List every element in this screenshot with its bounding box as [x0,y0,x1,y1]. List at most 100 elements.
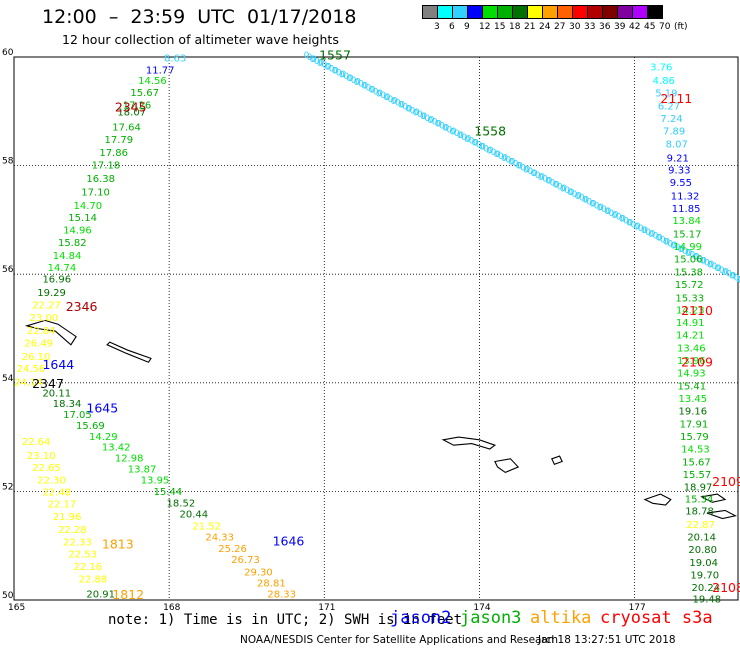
swath-mark: 0 [670,241,676,251]
wave-height-value: 22.84 [27,326,56,337]
swath-mark: 0 [427,116,433,126]
swath-mark: 0 [667,239,673,249]
wave-height-value: 20.80 [688,545,717,556]
swath-mark: 0 [619,215,625,225]
track-time-label: 2108 [712,580,740,595]
swath-mark: 0 [538,173,544,183]
scale-swatch [482,5,498,19]
swath-mark: 0 [653,232,659,242]
swath-mark: 0 [715,264,721,274]
swath-mark: 0 [398,101,404,111]
track-time-label: 1558 [474,124,506,139]
swath-mark: 0 [339,70,345,80]
swath-mark: 0 [304,51,310,61]
swath-mark: 0 [729,272,735,282]
track-labels: 2345 2346 2347 1644 1645 1646 1813 1812 2111 2110… [32,48,740,602]
swath-mark: 0 [432,118,438,128]
swath-mark: 0 [340,70,346,80]
swath-mark: 0 [369,85,375,95]
swath-mark: 0 [483,144,489,154]
swath-mark: 0 [491,148,497,158]
swath-mark: 0 [648,230,654,240]
swath-mark: 0 [399,100,405,110]
wave-height-value: 17.26 [123,101,152,112]
swath-mark: 0 [561,184,567,194]
swath-mark: 0 [557,182,563,192]
swath-mark: 0 [535,171,541,181]
swath-mark: 0 [517,161,523,171]
swath-mark: 0 [458,131,464,141]
wave-height-value: 18.52 [167,499,196,510]
swath-mark: 0 [616,213,622,223]
wave-height-value: 22.30 [37,475,66,486]
wave-height-value: 17.05 [63,410,92,421]
swath-mark: 0 [560,184,566,194]
swath-mark: 0 [429,116,435,126]
wave-height-value: 14.21 [676,330,705,341]
lat-tick-label: 50 [2,591,14,601]
swath-mark: 0 [310,55,316,65]
wave-height-value: 23.10 [27,451,56,462]
wave-height-value: 25.26 [218,544,247,555]
wave-height-value: 15.34 [685,494,714,505]
scale-label: 24 [539,22,551,32]
scale-swatch [467,5,483,19]
wave-height-value: 14.93 [677,368,706,379]
swath-mark: 0 [355,78,361,88]
wave-height-value: 22.48 [42,488,71,499]
wave-height-value: 17.91 [680,419,709,430]
swath-mark: 0 [738,275,740,285]
wave-height-value: 13.96 [677,356,706,367]
wave-height-value: 24.33 [205,532,234,543]
swath-mark: 0 [373,87,379,97]
swath-mark: 0 [472,139,478,149]
wave-height-value: 8.63 [164,53,186,64]
track-time-label: 2346 [66,299,98,314]
swath-mark: 0 [664,237,670,247]
swath-mark: 0 [707,260,713,270]
wave-height-value: 11.77 [146,65,175,76]
wave-height-value: 24.56 [17,364,46,375]
island-outline [106,341,152,363]
wave-height-value: 15.17 [673,229,702,240]
island-outline [706,509,738,520]
swath-mark: 0 [656,234,662,244]
swath-mark: 0 [332,66,338,76]
swath-mark: 0 [572,190,578,200]
swath-mark: 0 [722,268,728,278]
swath-mark: 0 [694,253,700,263]
wave-height-value: 15.79 [680,432,709,443]
swath-mark: 0 [366,83,372,93]
scale-swatch [497,5,513,19]
wave-height-value: 18.34 [53,399,82,410]
scale-swatch [437,5,453,19]
swath-mark: 0 [321,61,327,71]
color-scale [422,5,663,19]
swath-mark: 0 [457,131,463,141]
island-outline [24,319,77,346]
sat-legend-cryosat: cryosat s3a [600,608,713,628]
swath-mark: 0 [567,188,573,198]
lon-tick-label: 177 [629,603,646,613]
swath-mark: 0 [591,199,597,209]
island-outline [441,436,497,450]
swath-mark: 0 [414,108,420,118]
swath-mark: 0 [498,152,504,162]
footer-note: note: 1) Time is in UTC; 2) SWH is in fe… [108,612,463,628]
swath-mark: 0 [613,211,619,221]
swath-mark: 0 [601,205,607,215]
wave-height-value: 16.38 [86,174,115,185]
swath-mark: 0 [348,74,354,84]
swath-mark: 0 [333,66,339,76]
swath-mark: 0 [679,245,685,255]
swath-mark: 0 [704,258,710,268]
swath-mark: 0 [547,177,553,187]
swath-mark: 0 [363,81,369,91]
wave-height-value: 15.33 [675,293,704,304]
swath-mark: 0 [391,97,397,107]
swath-mark: 0 [608,209,614,219]
swath-mark: 0 [502,154,508,164]
wave-height-value: 19.70 [690,570,719,581]
lon-tick-label: 174 [473,603,490,613]
wave-height-value: 9.55 [670,178,692,189]
